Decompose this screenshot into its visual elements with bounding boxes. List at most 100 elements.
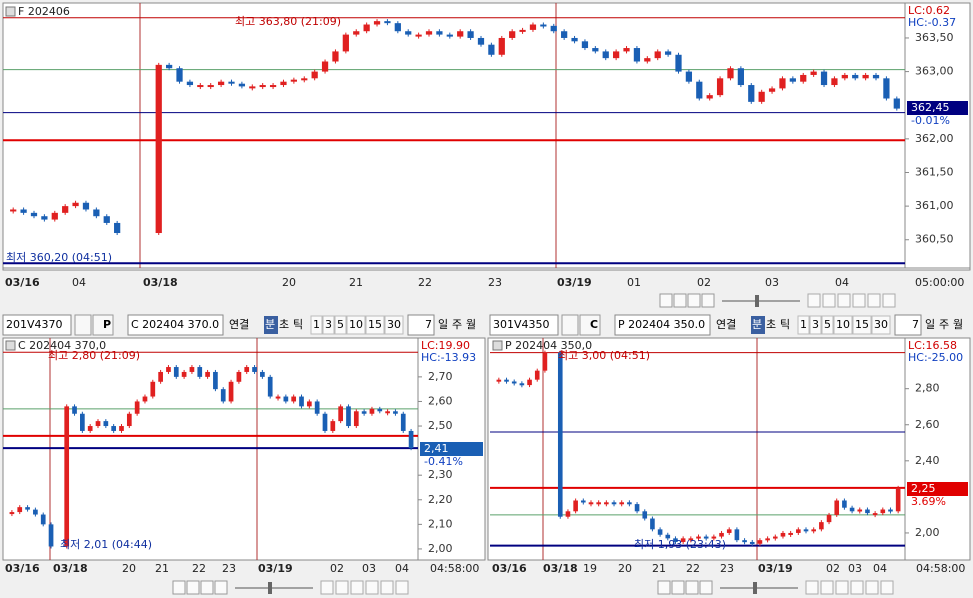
candle [596,502,601,505]
candle [623,48,630,52]
interval-button[interactable]: 3 [325,318,332,331]
tool-button[interactable] [320,580,334,595]
y-tick-label: 361,50 [915,165,954,178]
candle [425,31,433,35]
interval-button[interactable]: 10 [349,318,363,331]
y-tick-label: 2,10 [428,517,453,530]
tool-button[interactable] [807,293,821,308]
scroll-button[interactable] [685,580,699,595]
scroll-button[interactable] [172,580,186,595]
tool-button[interactable] [852,293,866,308]
interval-box[interactable] [384,315,404,335]
interval-button[interactable]: 15 [855,318,869,331]
period-button[interactable]: 주 [939,318,949,331]
unit-button[interactable]: 분 [752,318,762,331]
unit-button[interactable]: 초 [279,318,289,331]
count-input[interactable] [894,314,922,336]
period-button[interactable]: 일 [438,317,448,331]
scroll-button[interactable] [214,580,228,595]
interval-box[interactable] [871,315,891,335]
tool-button[interactable] [835,580,849,595]
link-text[interactable]: 연결 [716,318,736,331]
tool-button[interactable] [882,293,896,308]
candle [377,408,383,412]
interval-box[interactable] [365,315,385,335]
period-button[interactable]: 월 [466,318,476,331]
tool-button[interactable] [380,580,394,595]
candle [393,411,398,414]
interval-button[interactable]: 5 [337,318,344,331]
tool-button[interactable] [837,293,851,308]
code-input[interactable] [2,314,72,336]
unit-button[interactable]: 초 [766,318,776,331]
interval-box[interactable] [334,315,347,335]
period-button[interactable]: 월 [953,318,963,331]
tool-button[interactable] [867,293,881,308]
tool-button[interactable] [365,580,379,595]
search-button[interactable] [74,314,92,336]
scroll-button[interactable] [687,293,701,308]
period-button[interactable]: 주 [452,318,462,331]
unit-button[interactable]: 분 [265,318,275,331]
period-button[interactable]: 일 [925,317,935,331]
scroll-button[interactable] [186,580,200,595]
zoom-thumb[interactable] [268,582,272,594]
candle [852,74,859,79]
interval-button[interactable]: 30 [387,318,401,331]
interval-box[interactable] [821,315,834,335]
candle [33,509,38,515]
interval-box[interactable] [852,315,872,335]
tool-button[interactable] [395,580,409,595]
tool-button[interactable] [335,580,349,595]
tool-button[interactable] [822,293,836,308]
search-button[interactable] [561,314,579,336]
tool-button[interactable] [805,580,819,595]
scroll-button[interactable] [671,580,685,595]
x-tick-label: 22 [192,562,206,575]
interval-box[interactable] [797,315,810,335]
candle [213,371,218,390]
scroll-button[interactable] [659,293,673,308]
tool-button[interactable] [820,580,834,595]
interval-box[interactable] [809,315,822,335]
scroll-button[interactable] [701,293,715,308]
scroll-button[interactable] [673,293,687,308]
interval-box[interactable] [310,315,323,335]
candle [803,529,809,532]
switch-button[interactable] [92,314,114,336]
interval-button[interactable]: 15 [368,318,382,331]
tool-button[interactable] [850,580,864,595]
interval-button[interactable]: 30 [874,318,888,331]
candle [330,421,336,431]
interval-button[interactable]: 1 [800,318,807,331]
unit-button[interactable]: 틱 [780,318,790,331]
scroll-button[interactable] [200,580,214,595]
tool-button[interactable] [865,580,879,595]
tool-button[interactable] [880,580,894,595]
code-input[interactable] [489,314,559,336]
candle [496,379,502,382]
interval-button[interactable]: 3 [812,318,819,331]
scroll-button[interactable] [657,580,671,595]
interval-box[interactable] [346,315,366,335]
zoom-thumb[interactable] [753,582,757,594]
count-input[interactable] [407,314,435,336]
scroll-button[interactable] [699,580,713,595]
link-text[interactable]: 연결 [229,318,249,331]
x-tick-label: 03 [848,562,862,575]
zoom-thumb[interactable] [755,295,759,307]
tool-button[interactable] [350,580,364,595]
interval-box[interactable] [833,315,853,335]
y-tick-label: 2,50 [428,419,453,432]
interval-button[interactable]: 5 [824,318,831,331]
y-tick-label: 2,60 [915,418,940,431]
candle [408,430,414,449]
interval-button[interactable]: 1 [313,318,320,331]
switch-button[interactable] [579,314,601,336]
candle [509,31,516,38]
unit-button[interactable]: 틱 [293,318,303,331]
candle [842,500,847,508]
interval-box[interactable] [322,315,335,335]
hc-label: HC:-25.00 [908,351,963,364]
interval-button[interactable]: 10 [836,318,850,331]
